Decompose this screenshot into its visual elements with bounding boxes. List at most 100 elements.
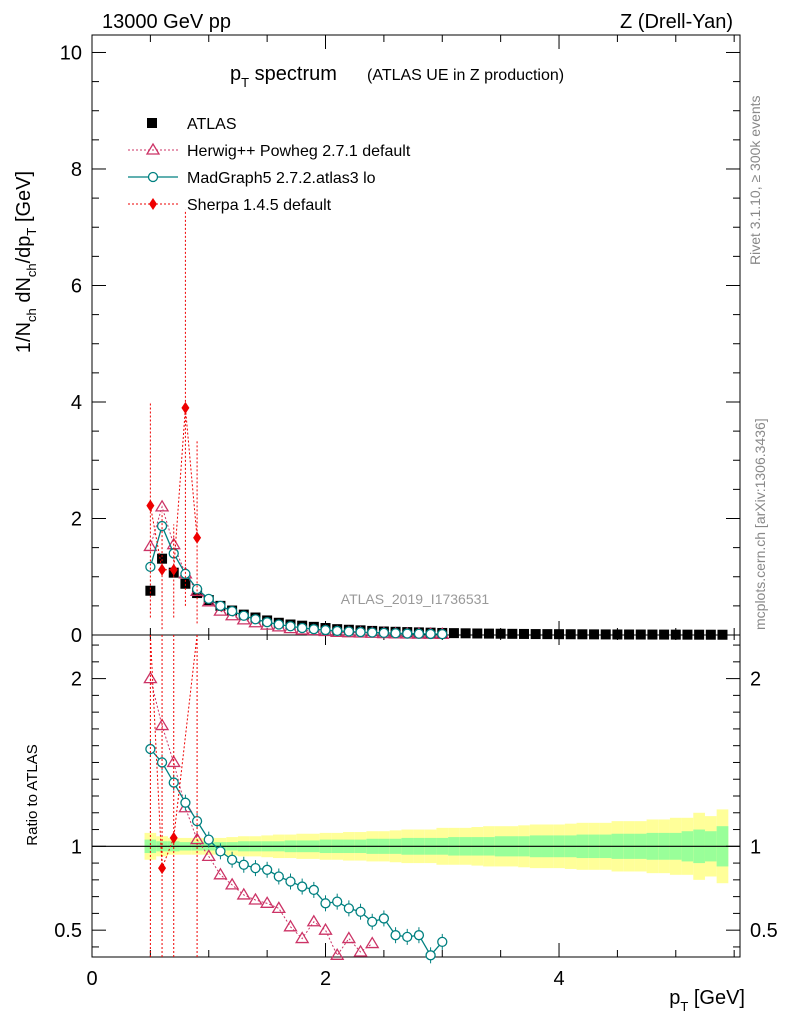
sherpa-point [158, 563, 167, 576]
madgraph-ratio-point [320, 898, 331, 909]
ratio-ylabel: Ratio to ATLAS [24, 744, 41, 845]
legend-herwig-marker [145, 142, 161, 155]
herwig-ratio-point [283, 919, 298, 932]
madgraph-ratio-point [402, 931, 413, 943]
main-plot-series [143, 209, 728, 640]
madgraph-ratio-point [308, 884, 319, 896]
herwig-ratio-point [236, 887, 251, 900]
madgraph-ratio-point [425, 950, 436, 961]
madgraph-ratio-point [390, 930, 401, 941]
madgraph-point [413, 628, 425, 639]
madgraph-ratio-point [378, 913, 390, 924]
plot-subtitle: (ATLAS UE in Z production) [367, 67, 564, 84]
atlas-point [635, 629, 646, 640]
madgraph-point [355, 626, 366, 638]
legend-madgraph-label: MadGraph5 2.7.2.atlas3 lo [187, 170, 376, 187]
herwig-ratio-point [271, 901, 286, 914]
madgraph-point [332, 625, 343, 637]
herwig-ratio-point [365, 936, 380, 949]
madgraph-ratio-point [343, 903, 355, 914]
madgraph-ratio-point [215, 846, 226, 857]
madgraph-point [367, 627, 378, 638]
madgraph-ratio-point [238, 859, 249, 870]
main-ytick-label: 2 [71, 508, 82, 530]
madgraph-ratio-point [413, 930, 425, 941]
plot-title-rest: spectrum [249, 63, 337, 85]
mcplots-label: mcplots.cern.ch [arXiv:1306.3436] [752, 418, 768, 630]
herwig-ratio-point [259, 896, 275, 908]
atlas-point [694, 629, 705, 640]
atlas-point [705, 629, 716, 640]
ratio-uncertainty-band [92, 809, 740, 884]
madgraph-point [437, 628, 448, 640]
legend-sherpa-label: Sherpa 1.4.5 default [187, 197, 332, 214]
herwig-point [213, 603, 228, 616]
plot-title-p: p [230, 63, 241, 85]
herwig-ratio-point [318, 922, 333, 935]
main-ytick-label: 4 [71, 392, 82, 414]
plot-title: pT spectrum [230, 63, 337, 90]
rivet-label: Rivet 3.1.10, ≥ 300k events [747, 95, 763, 265]
atlas-point [717, 629, 728, 640]
sherpa-ratio-point [158, 862, 167, 875]
madgraph-point [343, 626, 355, 637]
madgraph-point [378, 627, 390, 639]
main-ytick-label: 10 [60, 42, 82, 64]
main-ytick-label: 8 [71, 159, 82, 181]
madgraph-ratio-point [437, 936, 448, 948]
ratio-ytick-label: 1 [71, 836, 82, 858]
madgraph-point [145, 561, 156, 572]
madgraph-ratio-point [367, 916, 378, 927]
atlas-point [589, 629, 600, 640]
madgraph-point [273, 619, 284, 630]
herwig-ratio-point [330, 948, 345, 960]
atlas-point [682, 629, 693, 640]
legend-atlas-label: ATLAS [187, 116, 237, 133]
ratio-plot-series [143, 634, 448, 964]
atlas-point [577, 629, 588, 640]
atlas-point [507, 628, 518, 639]
ratio-ytick-label: 2 [71, 669, 82, 691]
herwig-point [143, 539, 158, 552]
atlas-point [448, 628, 459, 639]
atlas-point [157, 553, 168, 564]
atlas-point [624, 629, 635, 640]
madgraph-point [320, 624, 331, 636]
herwig-ratio-point [224, 877, 240, 890]
legend-atlas-marker [147, 118, 157, 128]
herwig-ratio-point [143, 671, 158, 684]
madgraph-point [250, 614, 261, 625]
legend-sherpa-marker [149, 198, 157, 210]
madgraph-ratio-point [273, 871, 284, 882]
madgraph-point [203, 593, 214, 605]
atlas-point [659, 629, 670, 640]
ratio-axis-ticks: 0 2 4 0.5 0.5 1 1 2 2 [54, 635, 778, 990]
sherpa-ratio-line [149, 634, 198, 869]
atlas-point [495, 628, 506, 639]
madgraph-point [425, 628, 436, 640]
sherpa-point [146, 499, 155, 512]
header-energy: 13000 GeV pp [102, 11, 231, 33]
madgraph-point [285, 621, 296, 632]
herwig-ratio-line [149, 678, 373, 957]
madgraph-ratio-point [261, 864, 273, 875]
madgraph-point [226, 605, 238, 617]
atlas-point [600, 629, 611, 640]
madgraph-point [261, 617, 273, 628]
herwig-line [149, 505, 443, 635]
atlas-point [670, 629, 681, 640]
madgraph-ratio-point [203, 834, 214, 845]
madgraph-ratio-point [180, 797, 191, 808]
herwig-ratio-point [154, 718, 170, 731]
ratio-ytick-label-right: 0.5 [750, 920, 778, 942]
madgraph-ratio-point [226, 854, 238, 865]
herwig-ratio-point [353, 944, 368, 957]
atlas-point [530, 629, 541, 640]
sherpa-point [181, 401, 190, 414]
xtick-label: 2 [320, 968, 331, 990]
sherpa-point [193, 531, 202, 544]
sherpa-ratio-point [169, 831, 178, 844]
atlas-point [483, 628, 494, 639]
legend-herwig-label: Herwig++ Powheg 2.7.1 default [187, 143, 411, 160]
